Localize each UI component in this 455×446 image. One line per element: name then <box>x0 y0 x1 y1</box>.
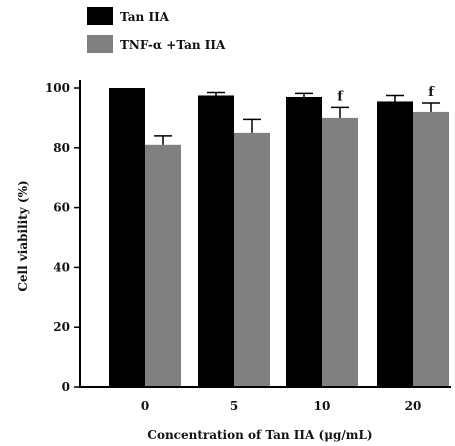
bar <box>145 144 181 387</box>
significance-label: f <box>337 89 344 104</box>
x-axis-title: Concentration of Tan IIA (μg/mL) <box>147 428 372 442</box>
bar <box>286 96 322 387</box>
legend: Tan IIA TNF-α +Tan IIA <box>87 7 226 53</box>
significance-label: f <box>428 85 435 100</box>
y-ticks-layer: 0 20 40 60 80 100 <box>45 81 80 394</box>
legend-swatch-tnf-tan-iia <box>87 35 113 53</box>
y-tick-label: 80 <box>53 141 70 155</box>
y-tick-label: 100 <box>45 81 70 95</box>
x-ticks-layer: 0 5 10 20 <box>141 399 422 413</box>
y-tick-label: 40 <box>53 260 70 274</box>
bar <box>109 88 145 387</box>
x-tick-label: 20 <box>405 399 422 413</box>
y-tick-label: 0 <box>62 380 70 394</box>
bar <box>322 117 358 388</box>
x-tick-label: 10 <box>314 399 331 413</box>
legend-label-tnf-tan-iia: TNF-α +Tan IIA <box>120 38 226 52</box>
y-tick-label: 60 <box>53 201 70 215</box>
x-tick-label: 5 <box>230 399 238 413</box>
x-tick-label: 0 <box>141 399 149 413</box>
bar <box>234 132 270 387</box>
bar <box>413 111 449 388</box>
y-axis-title: Cell viability (%) <box>16 180 30 291</box>
legend-swatch-tan-iia <box>87 7 113 25</box>
legend-label-tan-iia: Tan IIA <box>120 10 170 24</box>
bar <box>377 101 413 387</box>
y-tick-label: 20 <box>53 320 70 334</box>
bar <box>198 95 234 387</box>
